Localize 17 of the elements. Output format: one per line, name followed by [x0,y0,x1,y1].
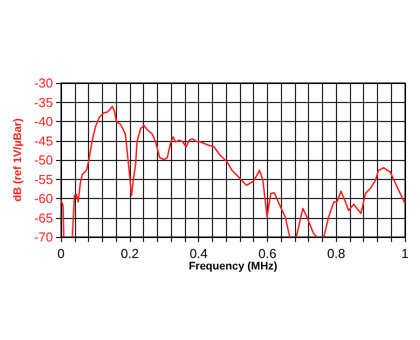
x-tick-label: 0.4 [190,246,208,261]
y-tick-label: -40 [34,114,53,129]
y-tick-label: -60 [34,191,53,206]
x-tick-label: 0.6 [258,246,276,261]
y-tick-label: -30 [34,76,53,90]
x-tick-label: 0 [57,246,65,261]
y-tick-label: -65 [34,210,53,226]
y-tick-label: -35 [34,94,53,110]
y-axis-title: dB (ref 1V/µBar) [12,118,24,202]
y-tick-label: -45 [34,133,53,148]
y-tick-label: -50 [34,152,53,168]
x-tick-label: 0.2 [120,246,139,261]
y-tick-label: -55 [34,172,53,187]
y-tick-label: -70 [34,230,53,244]
x-tick-label: 0.8 [327,246,346,261]
x-tick-label: 1 [401,246,409,261]
x-axis-title: Frequency (MHz) [188,260,278,272]
